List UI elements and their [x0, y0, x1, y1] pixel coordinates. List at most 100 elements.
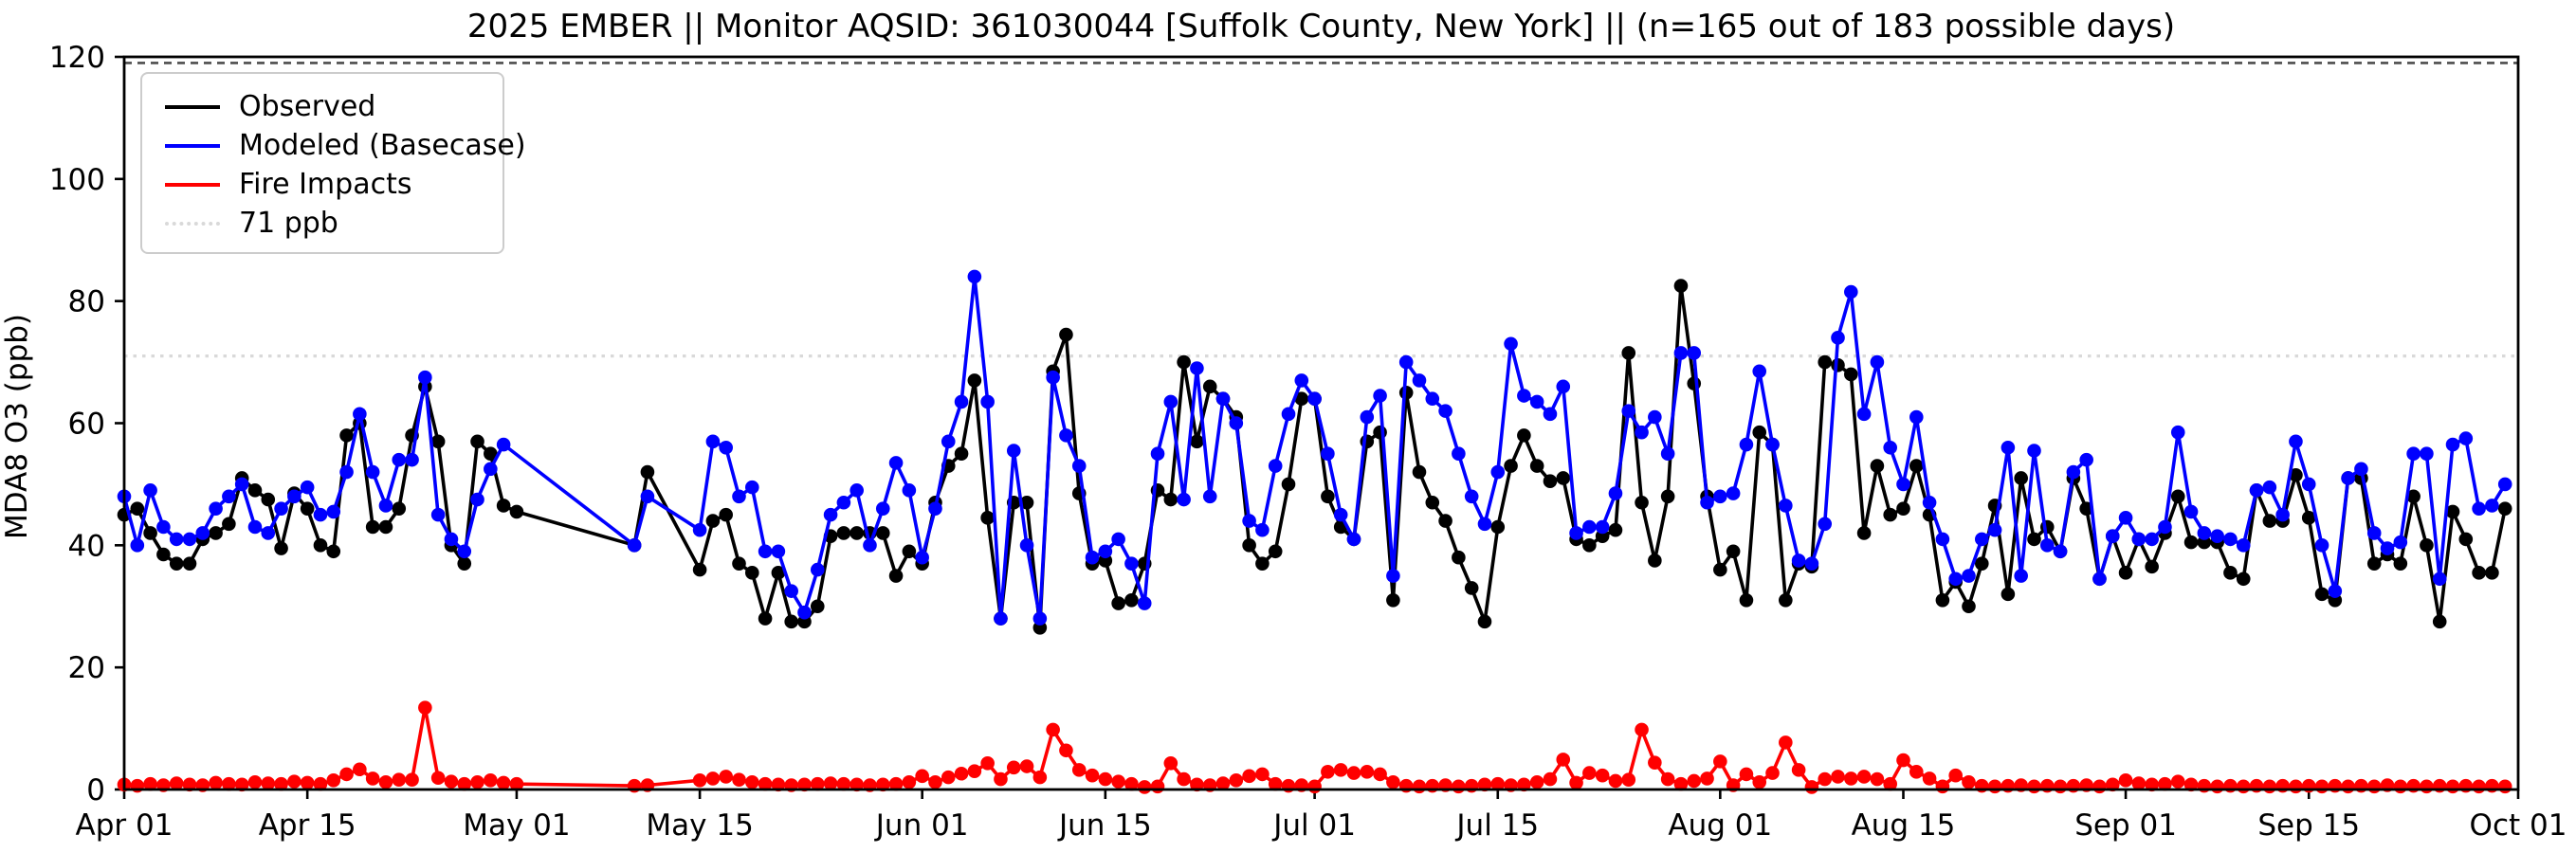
data-point	[1635, 495, 1649, 510]
data-point	[1281, 407, 1296, 422]
x-tick-label: Apr 15	[259, 808, 356, 843]
legend-swatch	[165, 104, 220, 109]
data-point	[1321, 446, 1335, 462]
data-point	[875, 526, 890, 540]
data-point	[758, 611, 773, 626]
data-point	[2406, 489, 2421, 504]
data-point	[1202, 489, 1217, 504]
data-point	[1412, 464, 1427, 480]
y-tick-label: 60	[68, 408, 105, 442]
legend-swatch	[165, 143, 220, 148]
data-point	[810, 562, 825, 577]
data-point	[247, 519, 263, 535]
data-point	[1373, 425, 1387, 440]
data-point	[430, 771, 446, 786]
data-point	[2223, 566, 2238, 580]
data-point	[902, 774, 917, 789]
data-point	[2366, 526, 2382, 540]
data-point	[2053, 779, 2068, 794]
data-point	[915, 769, 929, 784]
data-point	[2393, 779, 2408, 794]
data-point	[182, 556, 197, 571]
data-point	[1529, 394, 1544, 409]
data-point	[496, 437, 511, 452]
data-point	[222, 776, 236, 791]
data-point	[2497, 779, 2512, 794]
data-point	[1111, 596, 1125, 610]
y-tick-label: 20	[68, 651, 105, 685]
x-tick-label: Apr 01	[76, 808, 174, 843]
data-point	[2118, 566, 2133, 580]
y-tick-label: 100	[49, 163, 105, 197]
data-point	[1935, 779, 1950, 794]
data-point	[744, 774, 759, 789]
data-point	[2497, 501, 2512, 516]
data-point	[418, 370, 432, 385]
data-point	[1582, 538, 1597, 553]
data-point	[2170, 774, 2185, 789]
data-point	[2170, 425, 2185, 440]
data-point	[169, 532, 184, 547]
data-point	[1569, 526, 1583, 540]
data-point	[732, 556, 746, 571]
data-point	[1608, 486, 1623, 500]
data-point	[1124, 776, 1139, 791]
data-point	[1673, 279, 1689, 293]
data-point	[1935, 593, 1950, 608]
data-point	[875, 777, 890, 792]
x-tick-label: May 01	[463, 808, 570, 843]
data-point	[300, 480, 315, 495]
data-point	[156, 519, 171, 535]
data-point	[941, 770, 956, 785]
data-point	[719, 770, 733, 784]
data-point	[222, 489, 236, 504]
legend-swatch	[165, 221, 220, 226]
data-point	[1294, 373, 1309, 388]
data-point	[1190, 434, 1204, 449]
data-point	[2249, 483, 2264, 498]
data-point	[823, 507, 838, 522]
data-point	[378, 519, 393, 535]
data-point	[2131, 776, 2147, 790]
data-point	[143, 776, 157, 791]
data-point	[1635, 425, 1649, 440]
data-point	[1032, 770, 1048, 785]
data-point	[732, 489, 746, 504]
data-point	[2027, 779, 2041, 794]
data-point	[2014, 471, 2028, 485]
data-point	[1059, 743, 1073, 758]
data-point	[2432, 614, 2447, 629]
data-point	[169, 556, 184, 571]
data-point	[2092, 779, 2107, 794]
data-point	[353, 407, 367, 422]
data-point	[418, 700, 432, 715]
data-point	[1556, 753, 1571, 767]
data-point	[784, 584, 798, 598]
data-point	[182, 532, 197, 547]
data-point	[2236, 572, 2251, 587]
data-point	[1215, 391, 1231, 407]
data-point	[2158, 776, 2172, 791]
data-point	[2341, 779, 2355, 794]
data-point	[484, 773, 498, 788]
data-point	[457, 556, 472, 571]
data-point	[2262, 779, 2277, 794]
data-point	[274, 776, 288, 791]
data-point	[287, 489, 301, 504]
data-point	[1582, 519, 1597, 535]
data-point	[2262, 480, 2277, 495]
data-point	[2039, 538, 2055, 553]
data-point	[2289, 434, 2303, 449]
data-point	[1543, 407, 1558, 422]
data-point	[1779, 593, 1793, 608]
data-point	[156, 547, 171, 562]
data-point	[1019, 495, 1034, 510]
data-point	[1935, 532, 1950, 547]
data-point	[430, 434, 446, 449]
data-point	[1386, 593, 1400, 608]
data-point	[1752, 774, 1767, 789]
data-point	[143, 526, 157, 540]
data-point	[339, 767, 354, 782]
data-point	[1595, 519, 1610, 535]
